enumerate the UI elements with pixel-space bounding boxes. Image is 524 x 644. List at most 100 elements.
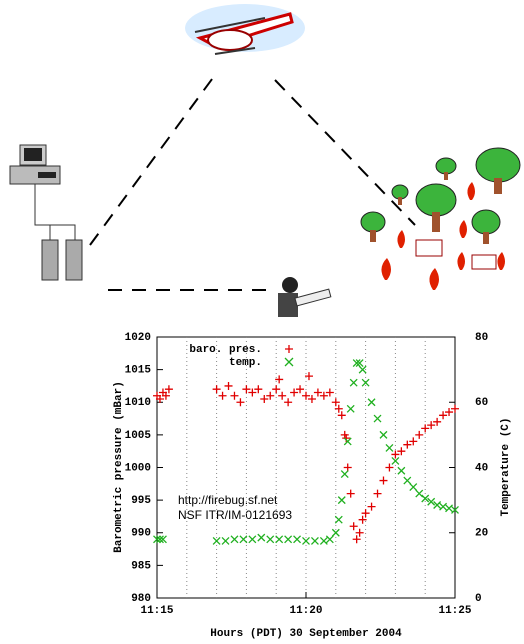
point xyxy=(275,375,284,384)
point xyxy=(307,394,316,403)
point xyxy=(346,404,355,413)
point xyxy=(242,385,251,394)
point xyxy=(409,437,418,446)
point xyxy=(331,398,340,407)
point xyxy=(358,515,367,524)
point xyxy=(403,476,412,485)
y-tick-label: 990 xyxy=(131,528,151,540)
point xyxy=(361,378,370,387)
point xyxy=(427,421,436,430)
point xyxy=(334,515,343,524)
y-tick-label: 1005 xyxy=(125,430,152,442)
point xyxy=(421,494,430,503)
point xyxy=(293,535,302,544)
point xyxy=(391,457,400,465)
point xyxy=(409,483,418,492)
x-tick-label: 11:20 xyxy=(289,605,322,617)
point xyxy=(397,447,406,456)
point xyxy=(337,496,346,505)
forest-icon xyxy=(360,147,521,290)
point xyxy=(319,391,328,400)
y2-tick-label: 40 xyxy=(475,462,488,474)
point xyxy=(397,466,406,475)
point xyxy=(385,463,394,472)
point xyxy=(319,536,328,545)
point xyxy=(349,378,358,387)
point xyxy=(325,388,334,397)
point xyxy=(266,391,275,400)
y-tick-label: 1020 xyxy=(125,332,151,344)
legend-label: baro. pres. xyxy=(189,344,262,356)
y-tick-label: 980 xyxy=(131,593,151,605)
x-tick-label: 11:15 xyxy=(140,605,173,617)
y2-tick-label: 20 xyxy=(475,528,488,540)
point xyxy=(331,528,340,537)
y-tick-label: 995 xyxy=(131,495,151,507)
helicopter-icon xyxy=(185,4,305,55)
server-icons xyxy=(41,239,83,281)
point xyxy=(155,394,164,403)
y-axis-title: Barometric pressure (mBar) xyxy=(113,381,125,553)
point xyxy=(161,391,170,400)
y2-tick-label: 0 xyxy=(475,593,482,605)
point xyxy=(266,535,275,544)
point xyxy=(310,536,319,545)
y2-tick-label: 60 xyxy=(475,397,488,409)
point xyxy=(346,489,355,498)
point xyxy=(349,522,358,531)
point xyxy=(451,505,459,514)
point xyxy=(224,381,233,390)
point xyxy=(337,411,346,420)
point xyxy=(334,404,343,413)
point xyxy=(248,535,257,544)
point xyxy=(379,430,388,439)
point xyxy=(415,489,424,498)
point xyxy=(296,385,305,394)
point xyxy=(260,394,269,403)
link xyxy=(274,79,416,226)
y-tick-label: 1015 xyxy=(125,365,152,377)
point xyxy=(433,501,442,509)
point xyxy=(439,502,448,511)
legend-marker xyxy=(284,357,294,367)
point xyxy=(391,450,400,459)
point xyxy=(343,437,352,446)
point xyxy=(284,398,293,407)
point xyxy=(304,372,313,381)
point xyxy=(278,391,287,400)
point xyxy=(284,535,293,544)
y2-axis-title: Temperature (C) xyxy=(500,417,512,516)
point xyxy=(358,365,367,374)
point xyxy=(352,359,361,368)
point xyxy=(153,535,161,544)
point xyxy=(254,385,263,394)
legend-label: temp. xyxy=(229,357,262,369)
y2-tick-label: 80 xyxy=(475,332,488,344)
point xyxy=(385,443,394,452)
link xyxy=(89,74,216,246)
point xyxy=(445,408,454,417)
point xyxy=(159,535,167,544)
point xyxy=(403,440,412,449)
point xyxy=(421,424,430,433)
point xyxy=(156,535,164,544)
point xyxy=(352,535,361,544)
legend-marker xyxy=(285,345,293,353)
point xyxy=(451,404,459,413)
point xyxy=(236,398,245,407)
point xyxy=(302,391,310,400)
point xyxy=(355,528,364,537)
y-tick-label: 985 xyxy=(131,560,151,572)
point xyxy=(290,388,299,397)
point xyxy=(355,359,364,368)
point xyxy=(212,536,221,545)
links xyxy=(89,74,416,291)
point xyxy=(361,509,370,518)
point xyxy=(445,504,453,513)
point xyxy=(212,385,221,394)
annotation: NSF ITR/IM-0121693 xyxy=(178,508,292,522)
computer-icon xyxy=(9,144,76,240)
point xyxy=(313,388,322,397)
